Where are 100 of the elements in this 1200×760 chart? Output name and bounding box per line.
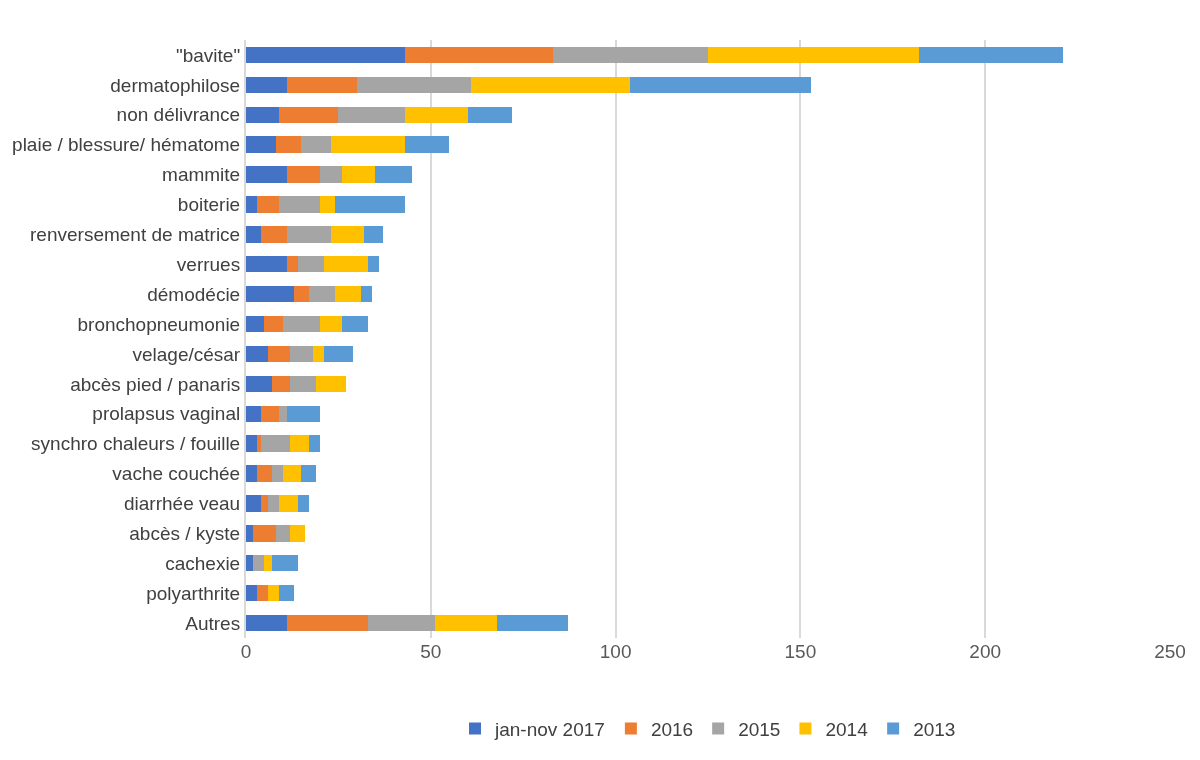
bar	[246, 435, 258, 452]
bar	[334, 196, 405, 213]
bar	[271, 465, 283, 482]
y-tick-label: velage/césar	[132, 343, 241, 365]
y-tick-label: synchro chaleurs / fouille	[31, 433, 241, 455]
bar	[246, 76, 287, 94]
legend-label: 2016	[650, 719, 694, 741]
x-tick-label: 50	[420, 641, 442, 662]
bar	[271, 375, 291, 393]
bar	[290, 375, 317, 393]
y-tick-label: bronchopneumonie	[77, 313, 241, 335]
bar	[356, 76, 472, 94]
y-tick-label: abcès / kyste	[129, 523, 241, 544]
bar	[404, 136, 450, 153]
bar	[367, 256, 380, 273]
bar	[264, 555, 272, 572]
bar	[253, 555, 265, 572]
bar	[268, 345, 291, 363]
y-tick-label: polyarthrite	[146, 582, 241, 604]
bar	[246, 285, 295, 303]
x-tick-label: 100	[599, 641, 632, 662]
bar	[467, 106, 513, 123]
y-tick-label: plaie / blessure/ hématome	[12, 134, 241, 156]
bar	[338, 106, 405, 123]
bar	[290, 435, 309, 452]
bar	[260, 495, 269, 512]
bar	[290, 345, 313, 363]
bar	[246, 555, 254, 572]
bar	[257, 465, 272, 482]
bar	[279, 405, 287, 422]
bar	[301, 465, 317, 482]
bar	[404, 46, 553, 64]
bar	[708, 46, 919, 64]
bar	[279, 106, 339, 123]
y-tick-label: Autres	[185, 612, 241, 634]
y-tick-label: vache couchée	[112, 463, 241, 485]
bar	[342, 315, 368, 333]
y-tick-label: dermatophilose	[110, 74, 241, 96]
bar	[282, 315, 320, 333]
bar	[286, 166, 320, 183]
bar	[246, 256, 287, 273]
bar	[271, 555, 298, 572]
bar	[246, 315, 265, 333]
bar	[297, 495, 309, 512]
bar	[342, 166, 376, 183]
y-tick-label: abcès pied / panaris	[70, 373, 241, 395]
bar	[275, 136, 302, 153]
legend-label: 2015	[738, 719, 781, 741]
bar	[497, 614, 568, 632]
bar	[246, 495, 261, 512]
bar	[360, 285, 372, 303]
bar	[286, 256, 298, 273]
bar	[260, 435, 291, 452]
bar	[246, 465, 258, 482]
legend-label: 2014	[825, 719, 869, 741]
legend-label: 2013	[913, 719, 956, 741]
legend-label: jan-nov 2017	[494, 719, 605, 741]
bar	[268, 584, 280, 602]
bar	[294, 285, 309, 303]
bar	[253, 525, 276, 542]
y-tick-label: verrues	[176, 253, 241, 275]
bar	[268, 495, 280, 512]
bar	[246, 405, 261, 422]
x-tick-label: 250	[1154, 641, 1186, 662]
bar	[312, 345, 324, 363]
y-tick-label: cachexie	[165, 552, 241, 574]
bar	[246, 345, 269, 363]
bar	[471, 76, 631, 94]
bar	[331, 226, 365, 243]
bar	[334, 285, 361, 303]
bar	[279, 584, 295, 602]
bar	[286, 405, 320, 422]
bar	[308, 285, 335, 303]
y-tick-label: diarrhée veau	[124, 493, 241, 515]
bar	[246, 614, 287, 632]
bar	[552, 46, 708, 64]
y-tick-label: renversement de matrice	[30, 224, 241, 245]
x-tick-label: 200	[969, 641, 1002, 662]
y-tick-label: prolapsus vaginal	[92, 403, 241, 425]
bar	[246, 375, 272, 393]
bar	[297, 256, 324, 273]
bar	[323, 345, 354, 363]
y-tick-label: non délivrance	[116, 104, 241, 126]
bar	[323, 256, 368, 273]
bar	[286, 614, 368, 632]
bar	[246, 584, 258, 602]
bar	[375, 166, 413, 183]
bar	[246, 46, 405, 64]
bar	[434, 614, 498, 632]
bar	[286, 76, 357, 94]
bar	[630, 76, 812, 94]
x-tick-label: 150	[784, 641, 817, 662]
bar	[246, 226, 261, 243]
bar	[286, 226, 332, 243]
bar	[282, 465, 302, 482]
bar	[331, 136, 405, 153]
y-tick-label: démodécie	[147, 283, 241, 305]
bar	[308, 435, 320, 452]
y-tick-label: "bavite"	[176, 44, 241, 66]
bar	[367, 614, 435, 632]
